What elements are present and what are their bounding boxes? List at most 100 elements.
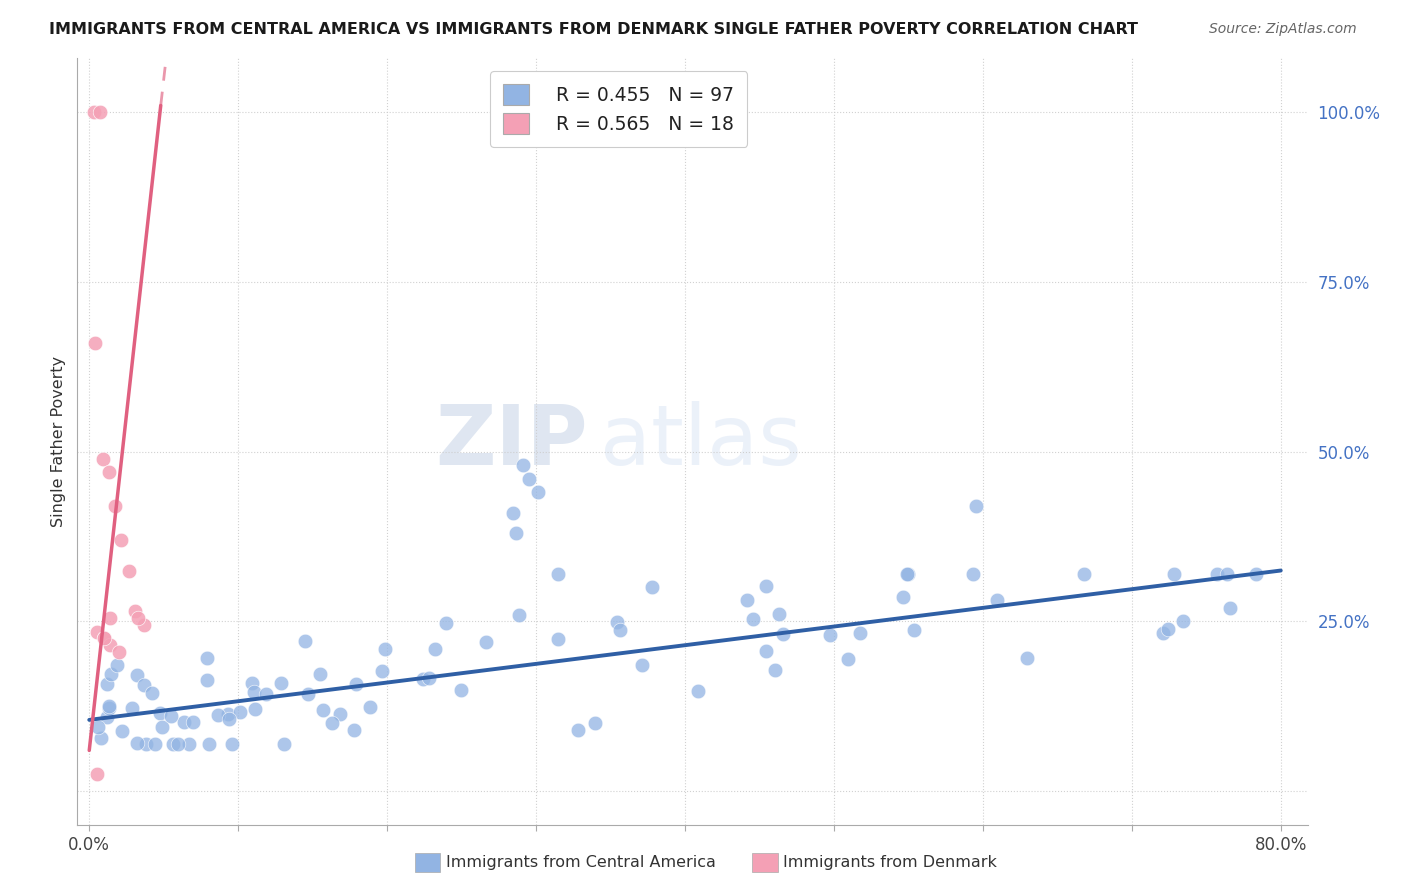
Point: [111, 723, 134, 738]
Point: [329, 706, 352, 721]
Point: [606, 615, 628, 630]
Point: [84, 336, 107, 351]
Point: [818, 628, 841, 642]
Point: [312, 702, 335, 716]
Point: [221, 737, 243, 751]
Point: [903, 624, 925, 638]
Point: [962, 566, 984, 581]
Point: [768, 607, 790, 622]
Point: [96, 710, 118, 724]
Point: [374, 642, 396, 657]
Point: [1171, 614, 1194, 628]
Point: [986, 592, 1008, 607]
Point: [371, 664, 394, 678]
Point: [93, 632, 115, 646]
Point: [91, 451, 114, 466]
Point: [89, 105, 111, 120]
Point: [243, 702, 266, 716]
Point: [567, 723, 589, 737]
Point: [346, 677, 368, 691]
Point: [1156, 623, 1178, 637]
Point: [162, 737, 184, 751]
Point: [105, 658, 128, 673]
Point: [475, 635, 498, 649]
Point: [641, 580, 664, 594]
Point: [118, 564, 141, 578]
Point: [134, 678, 156, 692]
Point: [98, 638, 121, 652]
Point: [450, 682, 472, 697]
Point: [547, 566, 569, 581]
Point: [849, 625, 872, 640]
Point: [86, 767, 108, 781]
Point: [90, 731, 112, 746]
Point: [512, 458, 534, 473]
Point: [321, 715, 343, 730]
Y-axis label: Single Father Poverty: Single Father Poverty: [51, 356, 66, 527]
Point: [134, 617, 156, 632]
Point: [108, 645, 131, 659]
Point: [517, 472, 540, 486]
Point: [896, 566, 918, 581]
Point: [195, 673, 218, 688]
Point: [98, 611, 121, 625]
Point: [526, 485, 548, 500]
Point: [217, 707, 239, 722]
Point: [735, 593, 758, 607]
Point: [508, 608, 530, 623]
Point: [631, 658, 654, 673]
Point: [240, 676, 263, 690]
Point: [127, 611, 149, 625]
Point: [167, 737, 190, 751]
Point: [609, 624, 631, 638]
Legend:   R = 0.455   N = 97,   R = 0.565   N = 18: R = 0.455 N = 97, R = 0.565 N = 18: [489, 71, 748, 147]
Point: [141, 686, 163, 700]
Point: [1244, 566, 1267, 581]
Point: [505, 526, 527, 541]
Point: [100, 667, 122, 681]
Point: [86, 624, 108, 639]
Point: [124, 604, 146, 618]
Point: [547, 632, 569, 646]
Point: [742, 611, 765, 625]
Point: [763, 663, 786, 677]
Point: [149, 706, 172, 721]
Point: [207, 707, 229, 722]
Point: [772, 627, 794, 641]
Point: [965, 499, 987, 513]
Point: [159, 709, 181, 723]
Point: [1205, 566, 1227, 581]
Point: [135, 737, 157, 751]
Point: [583, 716, 606, 731]
Point: [121, 701, 143, 715]
Point: [96, 677, 118, 691]
Point: [897, 566, 920, 581]
Point: [229, 705, 252, 719]
Point: [179, 737, 201, 751]
Point: [755, 644, 778, 658]
Point: [243, 684, 266, 698]
Point: [294, 633, 316, 648]
Point: [98, 698, 121, 713]
Text: ZIP: ZIP: [436, 401, 588, 482]
Point: [125, 736, 148, 750]
Point: [423, 641, 446, 656]
Point: [218, 712, 240, 726]
Point: [1073, 566, 1095, 581]
Text: Source: ZipAtlas.com: Source: ZipAtlas.com: [1209, 22, 1357, 37]
Text: Immigrants from Denmark: Immigrants from Denmark: [783, 855, 997, 870]
Point: [83, 105, 105, 120]
Point: [103, 499, 125, 513]
Point: [502, 506, 524, 520]
Point: [755, 579, 778, 593]
Point: [837, 652, 859, 666]
Point: [309, 666, 332, 681]
Point: [198, 737, 221, 751]
Point: [418, 671, 440, 685]
Point: [1216, 566, 1239, 581]
Point: [87, 720, 110, 734]
Point: [93, 632, 115, 646]
Point: [686, 683, 709, 698]
Point: [150, 720, 173, 734]
Point: [183, 714, 205, 729]
